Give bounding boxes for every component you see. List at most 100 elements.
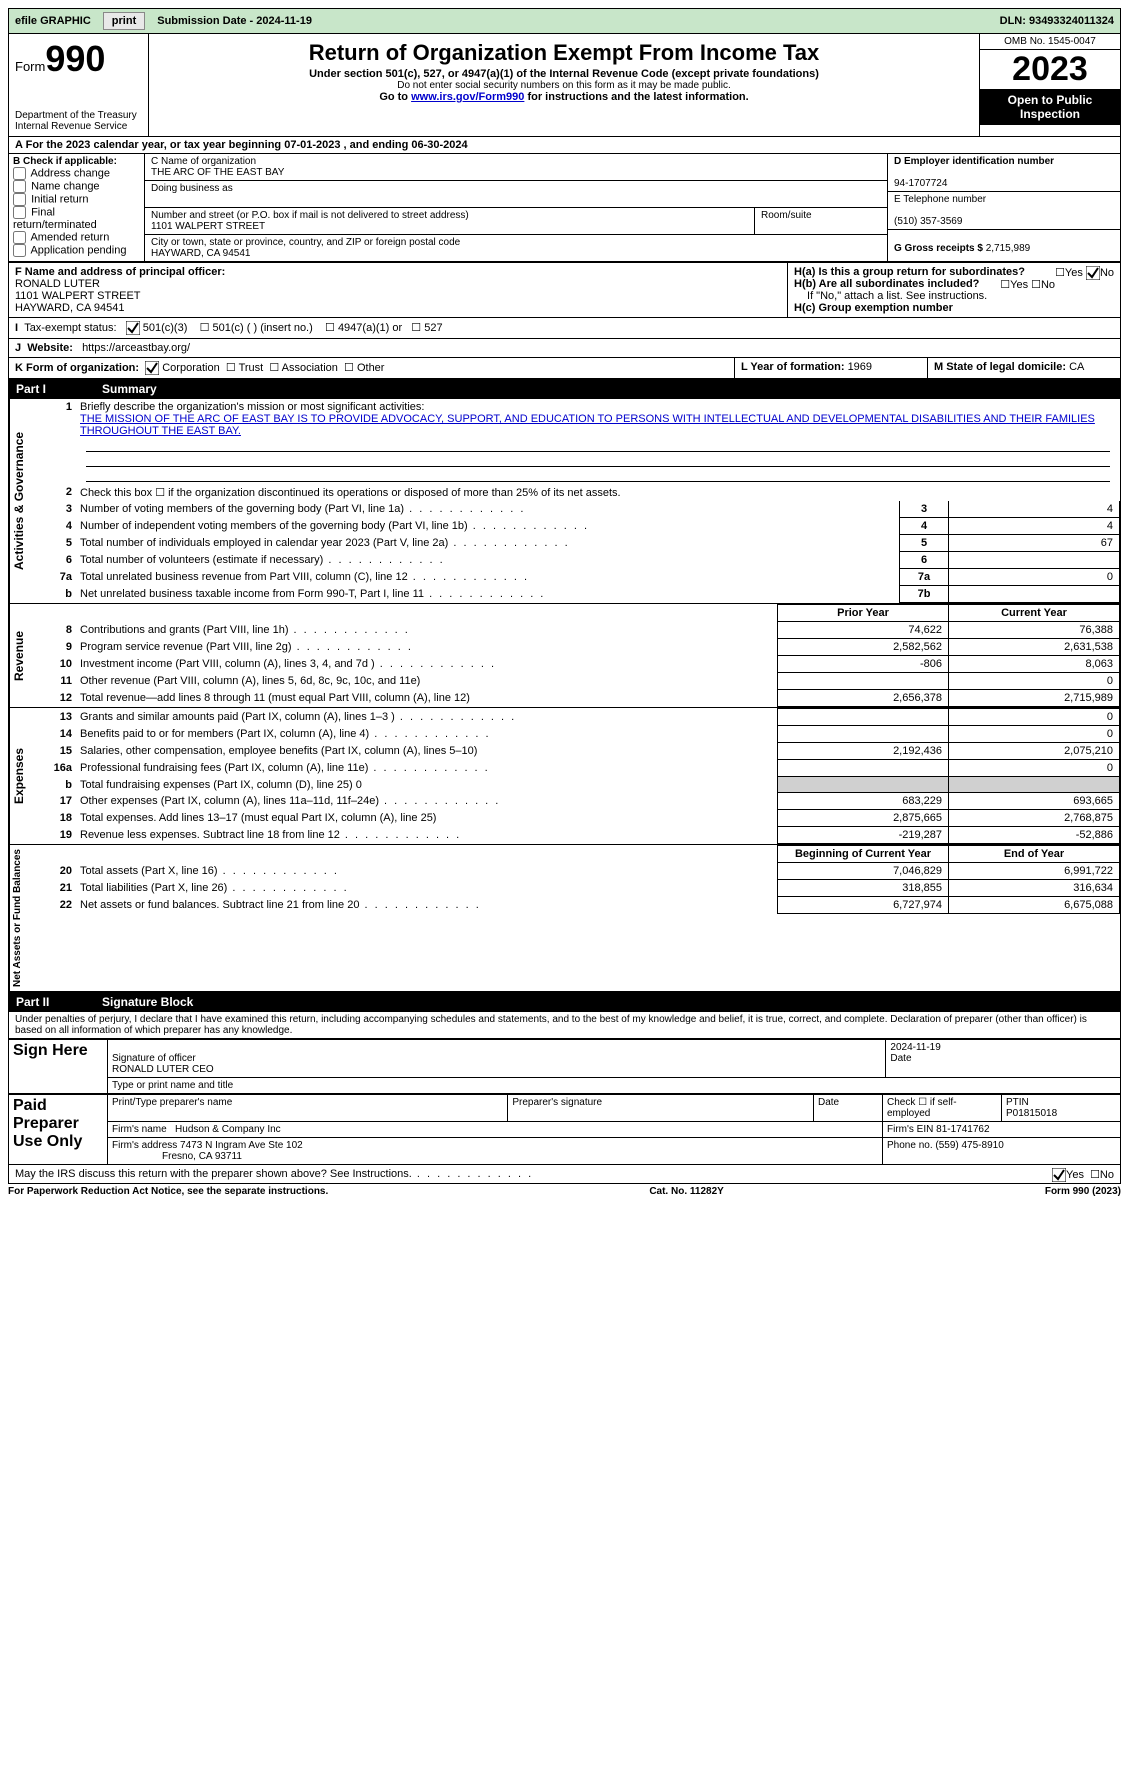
website: https://arceastbay.org/ bbox=[82, 342, 190, 354]
part-ii-header: Part IISignature Block bbox=[8, 992, 1121, 1012]
line19-curr: -52,886 bbox=[949, 827, 1120, 844]
block-b: B Check if applicable: Address change Na… bbox=[9, 154, 145, 261]
line8-prior: 74,622 bbox=[778, 622, 949, 639]
chk-name-change[interactable] bbox=[13, 180, 26, 193]
city-state-zip: HAYWARD, CA 94541 bbox=[151, 248, 250, 259]
line19-prior: -219,287 bbox=[778, 827, 949, 844]
line12-prior: 2,656,378 bbox=[778, 690, 949, 707]
line11-prior bbox=[778, 673, 949, 690]
line6-val bbox=[949, 552, 1120, 569]
line8-curr: 76,388 bbox=[949, 622, 1120, 639]
firm-addr2: Fresno, CA 93711 bbox=[162, 1151, 242, 1162]
paid-preparer-label: Paid Preparer Use Only bbox=[9, 1095, 108, 1165]
side-label-revenue: Revenue bbox=[9, 604, 38, 707]
discuss-row: May the IRS discuss this return with the… bbox=[8, 1165, 1121, 1184]
cat-no: Cat. No. 11282Y bbox=[649, 1186, 723, 1197]
check-icon bbox=[1086, 266, 1100, 280]
line3-val: 4 bbox=[949, 501, 1120, 518]
omb-number: OMB No. 1545-0047 bbox=[980, 34, 1120, 50]
check-icon bbox=[1052, 1168, 1066, 1182]
side-label-ag: Activities & Governance bbox=[9, 399, 38, 603]
signature-table: Sign Here Signature of officerRONALD LUT… bbox=[8, 1039, 1121, 1094]
firm-addr1: 7473 N Ingram Ave Ste 102 bbox=[180, 1140, 303, 1151]
line9-curr: 2,631,538 bbox=[949, 639, 1120, 656]
line5-val: 67 bbox=[949, 535, 1120, 552]
efile-label: efile GRAPHIC bbox=[15, 15, 91, 27]
dept-treasury: Department of the Treasury Internal Reve… bbox=[15, 110, 142, 132]
line21-begin: 318,855 bbox=[778, 880, 949, 897]
org-name: THE ARC OF THE EAST BAY bbox=[151, 167, 284, 178]
line12-curr: 2,715,989 bbox=[949, 690, 1120, 707]
line17-prior: 683,229 bbox=[778, 793, 949, 810]
line22-begin: 6,727,974 bbox=[778, 897, 949, 914]
phone: (510) 357-3569 bbox=[894, 216, 962, 227]
tax-year: 2023 bbox=[980, 50, 1120, 89]
firm-name: Hudson & Company Inc bbox=[175, 1124, 281, 1135]
ein: 94-1707724 bbox=[894, 178, 947, 189]
chk-address-change[interactable] bbox=[13, 167, 26, 180]
print-button[interactable]: print bbox=[103, 12, 145, 30]
gross-receipts: 2,715,989 bbox=[986, 243, 1031, 254]
preparer-table: Paid Preparer Use Only Print/Type prepar… bbox=[8, 1094, 1121, 1165]
net-assets-section: Net Assets or Fund Balances Beginning of… bbox=[8, 845, 1121, 992]
open-to-public: Open to Public Inspection bbox=[980, 89, 1120, 125]
block-c: C Name of organizationTHE ARC OF THE EAS… bbox=[145, 154, 887, 261]
state-domicile: CA bbox=[1069, 361, 1084, 373]
line7b-val bbox=[949, 586, 1120, 603]
side-label-netassets: Net Assets or Fund Balances bbox=[9, 845, 38, 991]
check-icon bbox=[126, 321, 140, 335]
block-f: F Name and address of principal officer:… bbox=[9, 263, 788, 317]
block-h: H(a) Is this a group return for subordin… bbox=[788, 263, 1120, 317]
form-title: Return of Organization Exempt From Incom… bbox=[153, 40, 975, 66]
chk-app-pending[interactable] bbox=[13, 244, 26, 257]
goto-note: Go to www.irs.gov/Form990 for instructio… bbox=[153, 91, 975, 103]
officer-sig-name: RONALD LUTER CEO bbox=[112, 1064, 214, 1075]
period-row: A For the 2023 calendar year, or tax yea… bbox=[8, 137, 1121, 154]
expenses-section: Expenses 13Grants and similar amounts pa… bbox=[8, 708, 1121, 845]
dln: DLN: 93493324011324 bbox=[1000, 15, 1114, 27]
pra-notice: For Paperwork Reduction Act Notice, see … bbox=[8, 1186, 328, 1197]
form-ref: Form 990 (2023) bbox=[1045, 1186, 1121, 1197]
activities-governance: Activities & Governance 1 Briefly descri… bbox=[8, 399, 1121, 604]
form-id-box: Form990 Department of the Treasury Inter… bbox=[9, 34, 149, 136]
prep-phone: (559) 475-8910 bbox=[935, 1140, 1003, 1151]
line21-end: 316,634 bbox=[949, 880, 1120, 897]
block-klm: K Form of organization: Corporation ☐ Tr… bbox=[8, 358, 1121, 379]
sign-here-label: Sign Here bbox=[9, 1040, 108, 1094]
revenue-section: Revenue Prior YearCurrent Year 8Contribu… bbox=[8, 604, 1121, 708]
mission-text: THE MISSION OF THE ARC OF EAST BAY IS TO… bbox=[80, 413, 1095, 437]
firm-ein: 81-1741762 bbox=[936, 1124, 989, 1135]
line18-prior: 2,875,665 bbox=[778, 810, 949, 827]
line18-curr: 2,768,875 bbox=[949, 810, 1120, 827]
line15-prior: 2,192,436 bbox=[778, 743, 949, 760]
line10-curr: 8,063 bbox=[949, 656, 1120, 673]
block-j: J Website: https://arceastbay.org/ bbox=[8, 339, 1121, 358]
line20-begin: 7,046,829 bbox=[778, 863, 949, 880]
irs-link[interactable]: www.irs.gov/Form990 bbox=[411, 91, 524, 103]
line11-curr: 0 bbox=[949, 673, 1120, 690]
submission-date: Submission Date - 2024-11-19 bbox=[157, 15, 312, 27]
ssn-note: Do not enter social security numbers on … bbox=[153, 80, 975, 91]
line22-end: 6,675,088 bbox=[949, 897, 1120, 914]
block-d: D Employer identification number94-17077… bbox=[887, 154, 1120, 261]
perjury-statement: Under penalties of perjury, I declare th… bbox=[8, 1012, 1121, 1039]
line4-val: 4 bbox=[949, 518, 1120, 535]
efile-topbar: efile GRAPHIC print Submission Date - 20… bbox=[8, 8, 1121, 34]
street: 1101 WALPERT STREET bbox=[151, 221, 265, 232]
block-i: I Tax-exempt status: 501(c)(3) ☐ 501(c) … bbox=[8, 318, 1121, 339]
form-subtitle: Under section 501(c), 527, or 4947(a)(1)… bbox=[153, 68, 975, 80]
chk-amended-return[interactable] bbox=[13, 231, 26, 244]
line10-prior: -806 bbox=[778, 656, 949, 673]
line17-curr: 693,665 bbox=[949, 793, 1120, 810]
chk-initial-return[interactable] bbox=[13, 193, 26, 206]
info-block-bcd: B Check if applicable: Address change Na… bbox=[8, 154, 1121, 262]
year-formation: 1969 bbox=[848, 361, 872, 373]
chk-final-return[interactable] bbox=[13, 206, 26, 219]
ptin: P01815018 bbox=[1006, 1108, 1057, 1119]
line9-prior: 2,582,562 bbox=[778, 639, 949, 656]
line20-end: 6,991,722 bbox=[949, 863, 1120, 880]
block-fh: F Name and address of principal officer:… bbox=[8, 262, 1121, 318]
side-label-expenses: Expenses bbox=[9, 708, 38, 844]
part-i-header: Part ISummary bbox=[8, 379, 1121, 399]
line15-curr: 2,075,210 bbox=[949, 743, 1120, 760]
